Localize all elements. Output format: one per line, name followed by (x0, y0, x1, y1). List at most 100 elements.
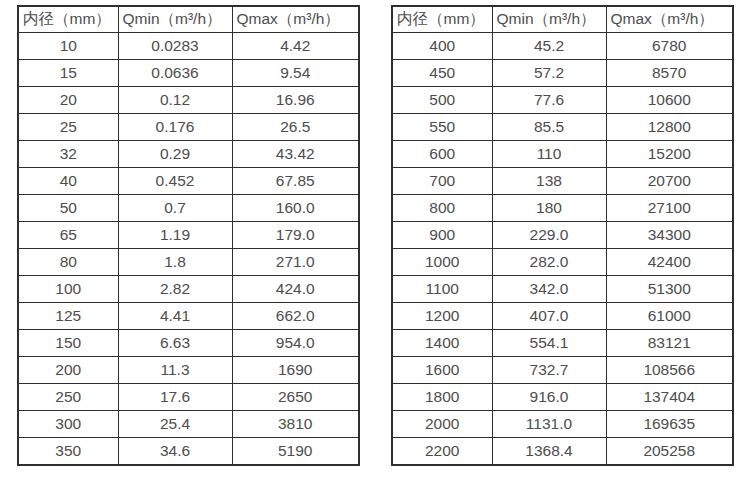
cell-diameter: 10 (18, 33, 118, 60)
cell-qmin: 407.0 (492, 303, 606, 330)
cell-qmin: 1.8 (118, 249, 232, 276)
flow-spec-table-small-diameters: 内径（mm）Qmin（m³/h）Qmax（m³/h） 100.02834.421… (17, 5, 360, 466)
cell-qmin: 11.3 (118, 357, 232, 384)
cell-diameter: 100 (18, 276, 118, 303)
tables-container: 内径（mm）Qmin（m³/h）Qmax（m³/h） 100.02834.421… (17, 5, 734, 466)
cell-qmin: 1.19 (118, 222, 232, 249)
cell-qmin: 342.0 (492, 276, 606, 303)
table-row: 651.19179.0 (18, 222, 359, 249)
column-header-diameter: 内径（mm） (392, 6, 492, 33)
cell-qmin: 4.41 (118, 303, 232, 330)
cell-qmax: 205258 (606, 438, 733, 466)
cell-qmin: 554.1 (492, 330, 606, 357)
cell-qmin: 0.0283 (118, 33, 232, 60)
cell-diameter: 550 (392, 114, 492, 141)
cell-diameter: 1000 (392, 249, 492, 276)
cell-qmin: 1131.0 (492, 411, 606, 438)
cell-qmax: 26.5 (232, 114, 359, 141)
cell-qmax: 43.42 (232, 141, 359, 168)
cell-diameter: 200 (18, 357, 118, 384)
cell-qmin: 0.176 (118, 114, 232, 141)
cell-qmax: 10600 (606, 87, 733, 114)
cell-qmax: 271.0 (232, 249, 359, 276)
cell-qmax: 16.96 (232, 87, 359, 114)
cell-qmax: 83121 (606, 330, 733, 357)
table-row: 320.2943.42 (18, 141, 359, 168)
cell-qmax: 34300 (606, 222, 733, 249)
table-row: 40045.26780 (392, 33, 733, 60)
cell-qmin: 138 (492, 168, 606, 195)
cell-qmin: 25.4 (118, 411, 232, 438)
cell-qmax: 4.42 (232, 33, 359, 60)
cell-qmax: 662.0 (232, 303, 359, 330)
cell-qmin: 916.0 (492, 384, 606, 411)
cell-diameter: 32 (18, 141, 118, 168)
cell-diameter: 300 (18, 411, 118, 438)
cell-qmin: 110 (492, 141, 606, 168)
cell-qmax: 1690 (232, 357, 359, 384)
cell-qmax: 108566 (606, 357, 733, 384)
table-row: 80018027100 (392, 195, 733, 222)
table-row: 1100342.051300 (392, 276, 733, 303)
cell-qmin: 6.63 (118, 330, 232, 357)
table-row: 100.02834.42 (18, 33, 359, 60)
table-row: 20011.31690 (18, 357, 359, 384)
column-header-qmax: Qmax（m³/h） (232, 6, 359, 33)
cell-qmax: 179.0 (232, 222, 359, 249)
table-row: 25017.62650 (18, 384, 359, 411)
cell-diameter: 80 (18, 249, 118, 276)
column-header-qmin: Qmin（m³/h） (118, 6, 232, 33)
cell-qmin: 77.6 (492, 87, 606, 114)
cell-qmin: 85.5 (492, 114, 606, 141)
cell-diameter: 600 (392, 141, 492, 168)
cell-qmin: 282.0 (492, 249, 606, 276)
cell-qmax: 42400 (606, 249, 733, 276)
column-header-diameter: 内径（mm） (18, 6, 118, 33)
cell-qmax: 3810 (232, 411, 359, 438)
cell-diameter: 450 (392, 60, 492, 87)
table-row: 35034.65190 (18, 438, 359, 466)
cell-diameter: 350 (18, 438, 118, 466)
cell-qmin: 1368.4 (492, 438, 606, 466)
cell-qmin: 0.452 (118, 168, 232, 195)
cell-qmin: 17.6 (118, 384, 232, 411)
cell-qmin: 0.7 (118, 195, 232, 222)
cell-qmax: 954.0 (232, 330, 359, 357)
cell-diameter: 1800 (392, 384, 492, 411)
cell-diameter: 2000 (392, 411, 492, 438)
cell-diameter: 800 (392, 195, 492, 222)
cell-qmax: 2650 (232, 384, 359, 411)
cell-qmax: 424.0 (232, 276, 359, 303)
cell-qmax: 51300 (606, 276, 733, 303)
table-row: 50077.610600 (392, 87, 733, 114)
table-row: 1002.82424.0 (18, 276, 359, 303)
cell-qmax: 137404 (606, 384, 733, 411)
cell-qmax: 5190 (232, 438, 359, 466)
table-row: 30025.43810 (18, 411, 359, 438)
table-row: 900229.034300 (392, 222, 733, 249)
cell-qmin: 0.12 (118, 87, 232, 114)
table-row: 1000282.042400 (392, 249, 733, 276)
cell-qmax: 27100 (606, 195, 733, 222)
cell-diameter: 125 (18, 303, 118, 330)
cell-qmax: 6780 (606, 33, 733, 60)
cell-qmin: 34.6 (118, 438, 232, 466)
table-row: 400.45267.85 (18, 168, 359, 195)
cell-qmax: 12800 (606, 114, 733, 141)
cell-diameter: 50 (18, 195, 118, 222)
table-row: 60011015200 (392, 141, 733, 168)
cell-diameter: 65 (18, 222, 118, 249)
cell-diameter: 900 (392, 222, 492, 249)
table-row: 150.06369.54 (18, 60, 359, 87)
cell-qmin: 180 (492, 195, 606, 222)
flow-spec-table-large-diameters: 内径（mm）Qmin（m³/h）Qmax（m³/h） 40045.2678045… (391, 5, 734, 466)
header-row: 内径（mm）Qmin（m³/h）Qmax（m³/h） (18, 6, 359, 33)
table-row: 801.8271.0 (18, 249, 359, 276)
table-row: 1200407.061000 (392, 303, 733, 330)
table-row: 1600732.7108566 (392, 357, 733, 384)
cell-diameter: 1200 (392, 303, 492, 330)
table-row: 45057.28570 (392, 60, 733, 87)
cell-qmin: 57.2 (492, 60, 606, 87)
cell-qmin: 732.7 (492, 357, 606, 384)
cell-diameter: 500 (392, 87, 492, 114)
